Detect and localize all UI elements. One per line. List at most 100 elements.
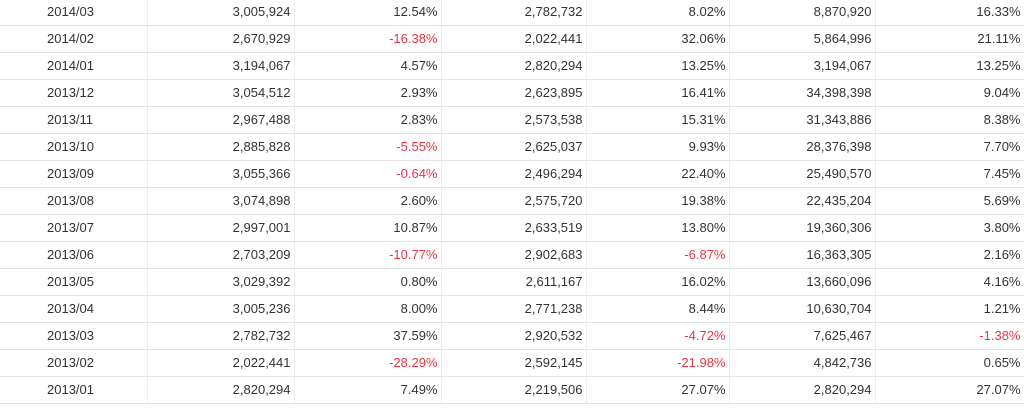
- cell-month: 2014/01: [0, 52, 148, 80]
- cell-value-3: 13,660,096: [729, 268, 876, 296]
- cell-percent-3: 7.45%: [875, 160, 1024, 188]
- cell-value-1: 2,820,294: [147, 376, 295, 404]
- cell-percent-3: 0.65%: [875, 349, 1024, 377]
- cell-percent-1: 4.57%: [294, 52, 442, 80]
- table-row: 2013/02 2,022,441 -28.29% 2,592,145 -21.98% 4…: [0, 349, 1024, 377]
- cell-percent-1: 0.80%: [294, 268, 442, 296]
- cell-value-3: 25,490,570: [729, 160, 876, 188]
- cell-value-2: 2,219,506: [441, 376, 587, 404]
- cell-percent-2: -4.72%: [586, 322, 730, 350]
- cell-percent-2: 8.44%: [586, 295, 730, 323]
- cell-percent-3: 5.69%: [875, 187, 1024, 215]
- cell-percent-1: 2.93%: [294, 79, 442, 107]
- cell-percent-3: 9.04%: [875, 79, 1024, 107]
- cell-percent-2: 8.02%: [586, 0, 730, 26]
- cell-percent-3: 7.70%: [875, 133, 1024, 161]
- cell-value-1: 2,022,441: [147, 349, 295, 377]
- table-row: 2014/03 3,005,924 12.54% 2,782,732 8.02% 8,87…: [0, 0, 1024, 26]
- cell-value-2: 2,573,538: [441, 106, 587, 134]
- table-row: 2013/12 3,054,512 2.93% 2,623,895 16.41% 34,3…: [0, 79, 1024, 107]
- cell-month: 2013/01: [0, 376, 148, 404]
- cell-percent-1: -28.29%: [294, 349, 442, 377]
- cell-percent-2: -21.98%: [586, 349, 730, 377]
- cell-month: 2013/08: [0, 187, 148, 215]
- cell-percent-3: 13.25%: [875, 52, 1024, 80]
- cell-value-3: 16,363,305: [729, 241, 876, 269]
- data-table: 2014/03 3,005,924 12.54% 2,782,732 8.02% 8,87…: [0, 0, 1024, 404]
- cell-value-1: 3,005,236: [147, 295, 295, 323]
- cell-value-1: 2,670,929: [147, 25, 295, 53]
- table-body: 2014/03 3,005,924 12.54% 2,782,732 8.02% 8,87…: [0, 0, 1024, 404]
- cell-percent-2: 32.06%: [586, 25, 730, 53]
- cell-percent-2: 22.40%: [586, 160, 730, 188]
- cell-value-3: 4,842,736: [729, 349, 876, 377]
- cell-value-1: 2,997,001: [147, 214, 295, 242]
- cell-value-2: 2,611,167: [441, 268, 587, 296]
- table-row: 2013/03 2,782,732 37.59% 2,920,532 -4.72% 7,6…: [0, 322, 1024, 350]
- cell-percent-1: 10.87%: [294, 214, 442, 242]
- cell-value-2: 2,920,532: [441, 322, 587, 350]
- cell-value-3: 28,376,398: [729, 133, 876, 161]
- cell-percent-2: 13.25%: [586, 52, 730, 80]
- cell-value-1: 2,885,828: [147, 133, 295, 161]
- cell-percent-1: 12.54%: [294, 0, 442, 26]
- cell-value-2: 2,575,720: [441, 187, 587, 215]
- cell-percent-1: 2.60%: [294, 187, 442, 215]
- cell-month: 2013/04: [0, 295, 148, 323]
- cell-percent-2: 13.80%: [586, 214, 730, 242]
- cell-percent-1: -0.64%: [294, 160, 442, 188]
- table-row: 2014/01 3,194,067 4.57% 2,820,294 13.25% 3,19…: [0, 52, 1024, 80]
- cell-percent-2: -6.87%: [586, 241, 730, 269]
- cell-value-2: 2,771,238: [441, 295, 587, 323]
- table-row: 2013/07 2,997,001 10.87% 2,633,519 13.80% 19,…: [0, 214, 1024, 242]
- cell-value-2: 2,496,294: [441, 160, 587, 188]
- cell-value-2: 2,625,037: [441, 133, 587, 161]
- cell-month: 2013/07: [0, 214, 148, 242]
- cell-percent-1: -5.55%: [294, 133, 442, 161]
- cell-month: 2013/10: [0, 133, 148, 161]
- cell-value-3: 31,343,886: [729, 106, 876, 134]
- cell-percent-2: 15.31%: [586, 106, 730, 134]
- cell-value-2: 2,820,294: [441, 52, 587, 80]
- cell-value-1: 3,029,392: [147, 268, 295, 296]
- cell-value-1: 3,194,067: [147, 52, 295, 80]
- cell-value-2: 2,022,441: [441, 25, 587, 53]
- cell-month: 2013/05: [0, 268, 148, 296]
- cell-percent-3: 8.38%: [875, 106, 1024, 134]
- cell-value-3: 2,820,294: [729, 376, 876, 404]
- cell-value-3: 8,870,920: [729, 0, 876, 26]
- cell-month: 2013/12: [0, 79, 148, 107]
- cell-value-1: 2,703,209: [147, 241, 295, 269]
- cell-percent-3: 2.16%: [875, 241, 1024, 269]
- cell-value-1: 2,967,488: [147, 106, 295, 134]
- cell-value-3: 10,630,704: [729, 295, 876, 323]
- cell-percent-1: 8.00%: [294, 295, 442, 323]
- cell-percent-3: 4.16%: [875, 268, 1024, 296]
- cell-value-1: 3,074,898: [147, 187, 295, 215]
- cell-month: 2013/06: [0, 241, 148, 269]
- cell-percent-3: 3.80%: [875, 214, 1024, 242]
- cell-value-3: 34,398,398: [729, 79, 876, 107]
- cell-value-3: 22,435,204: [729, 187, 876, 215]
- cell-value-1: 3,054,512: [147, 79, 295, 107]
- cell-value-3: 3,194,067: [729, 52, 876, 80]
- table-row: 2013/01 2,820,294 7.49% 2,219,506 27.07% 2,82…: [0, 376, 1024, 404]
- cell-percent-1: 37.59%: [294, 322, 442, 350]
- cell-percent-1: -10.77%: [294, 241, 442, 269]
- cell-value-2: 2,623,895: [441, 79, 587, 107]
- table-row: 2013/09 3,055,366 -0.64% 2,496,294 22.40% 25,…: [0, 160, 1024, 188]
- cell-value-1: 2,782,732: [147, 322, 295, 350]
- cell-percent-3: -1.38%: [875, 322, 1024, 350]
- table-row: 2013/10 2,885,828 -5.55% 2,625,037 9.93% 28,3…: [0, 133, 1024, 161]
- table-row: 2013/11 2,967,488 2.83% 2,573,538 15.31% 31,3…: [0, 106, 1024, 134]
- table-row: 2013/08 3,074,898 2.60% 2,575,720 19.38% 22,4…: [0, 187, 1024, 215]
- cell-percent-3: 1.21%: [875, 295, 1024, 323]
- cell-value-3: 7,625,467: [729, 322, 876, 350]
- cell-month: 2014/02: [0, 25, 148, 53]
- cell-percent-2: 19.38%: [586, 187, 730, 215]
- cell-value-1: 3,055,366: [147, 160, 295, 188]
- table-row: 2014/02 2,670,929 -16.38% 2,022,441 32.06% 5,…: [0, 25, 1024, 53]
- cell-value-2: 2,592,145: [441, 349, 587, 377]
- table-row: 2013/06 2,703,209 -10.77% 2,902,683 -6.87% 16…: [0, 241, 1024, 269]
- cell-percent-3: 27.07%: [875, 376, 1024, 404]
